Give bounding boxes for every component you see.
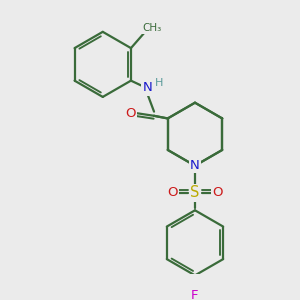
Text: CH₃: CH₃ — [142, 23, 162, 33]
Text: O: O — [168, 187, 178, 200]
Text: H: H — [155, 78, 164, 88]
Text: N: N — [190, 159, 200, 172]
Text: S: S — [190, 185, 200, 200]
Text: N: N — [142, 82, 152, 94]
Text: O: O — [125, 107, 136, 120]
Text: O: O — [212, 187, 222, 200]
Text: F: F — [191, 289, 199, 300]
